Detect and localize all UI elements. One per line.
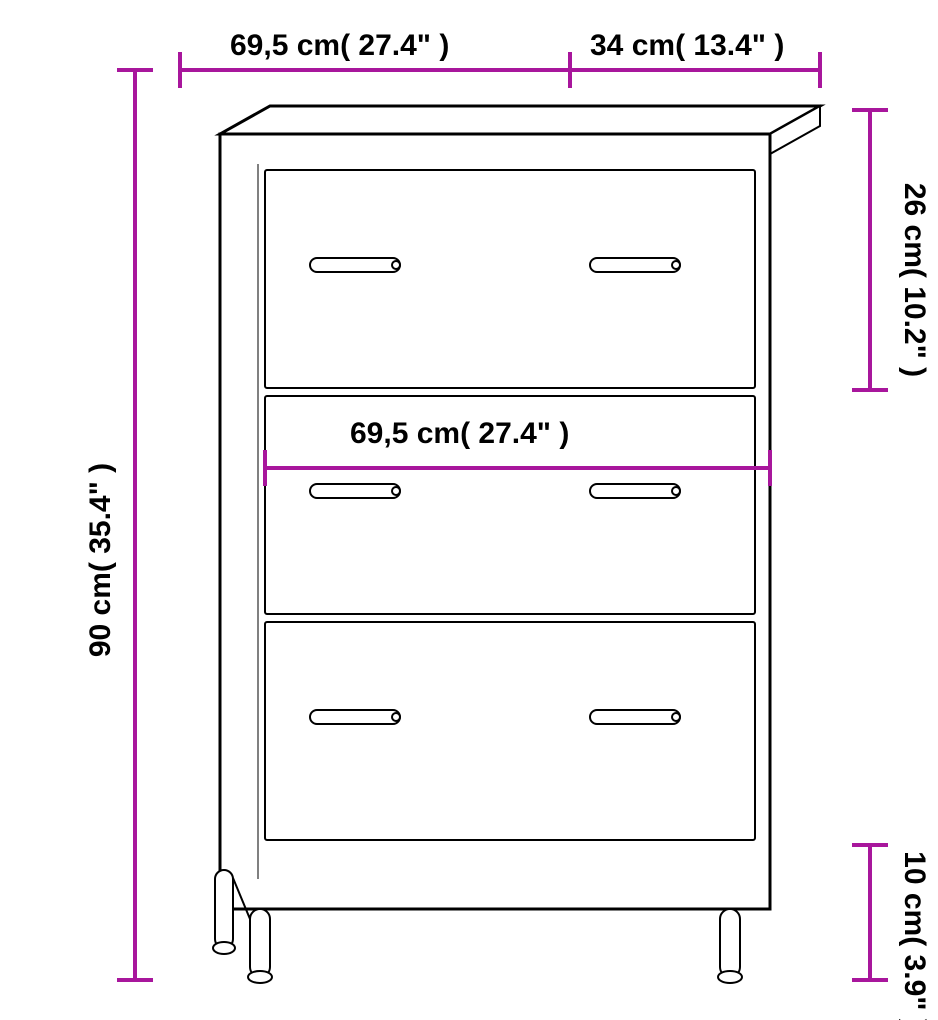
leg-front-right <box>720 909 740 977</box>
height-left-label: 90 cm( 35.4" ) <box>84 463 117 657</box>
width-top-label: 69,5 cm( 27.4" ) <box>230 29 449 62</box>
leg-h-label: 10 cm( 3.9" ) <box>898 851 931 1020</box>
drawer-2-handle-2-knob <box>672 487 680 495</box>
drawer-2-handle-1-knob <box>392 487 400 495</box>
drawer-3 <box>265 622 755 840</box>
drawer-3-handle-1-knob <box>392 713 400 721</box>
leg-back-left <box>215 870 233 948</box>
leg-back-left-foot <box>213 942 235 954</box>
drawer-1-handle-2-knob <box>672 261 680 269</box>
drawer-w-label: 69,5 cm( 27.4" ) <box>350 417 569 450</box>
drawer-2-handle-2 <box>590 484 680 498</box>
drawer-1-handle-1 <box>310 258 400 272</box>
drawer-1-handle-2 <box>590 258 680 272</box>
drawer-h-label: 26 cm( 10.2" ) <box>898 183 931 377</box>
leg-front-left-foot <box>248 971 272 983</box>
drawer-3-handle-1 <box>310 710 400 724</box>
drawer-3-handle-2-knob <box>672 713 680 721</box>
leg-front-right-foot <box>718 971 742 983</box>
leg-front-left <box>250 909 270 977</box>
depth-top-label: 34 cm( 13.4" ) <box>590 29 784 62</box>
drawer-2-handle-1 <box>310 484 400 498</box>
drawer-3-handle-2 <box>590 710 680 724</box>
cabinet-top-back <box>220 106 820 134</box>
drawer-1 <box>265 170 755 388</box>
drawer-1-handle-1-knob <box>392 261 400 269</box>
